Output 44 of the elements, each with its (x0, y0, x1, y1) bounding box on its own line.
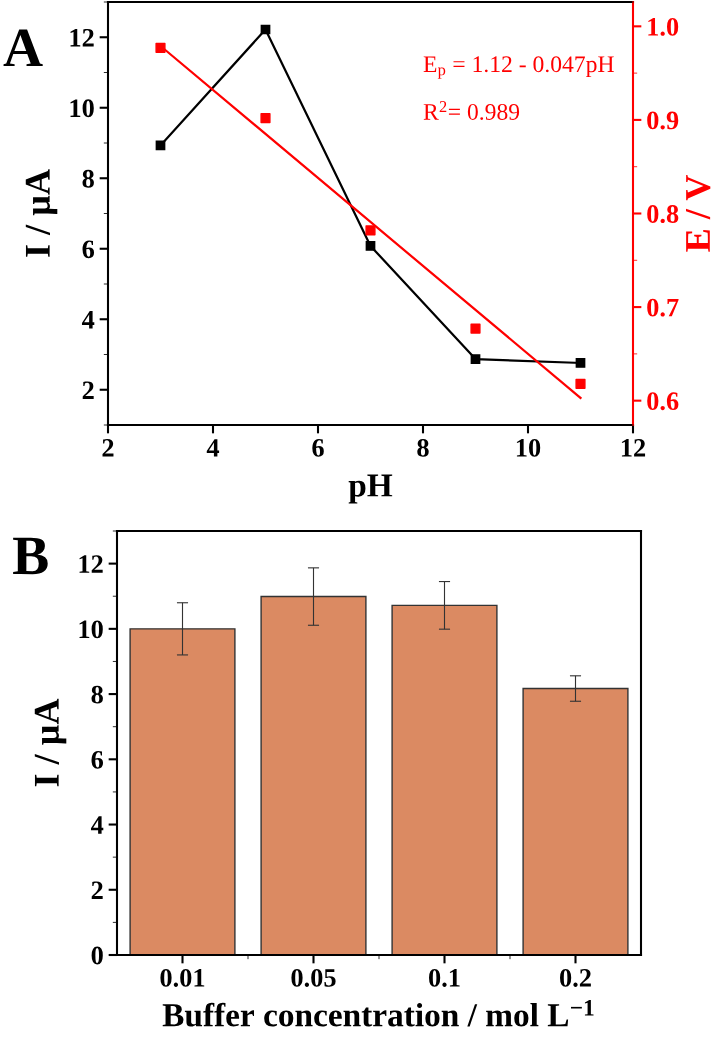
y-tick-label: 10 (70, 99, 94, 118)
x-tick-label: 12 (621, 439, 646, 457)
y-tick-label: 6 (82, 240, 95, 259)
chart-title: B (13, 537, 48, 575)
point (470, 323, 481, 334)
x-tick-label: 0.01 (160, 968, 205, 987)
x-tick-label: 0.1 (429, 968, 460, 987)
point (470, 354, 481, 364)
y2-tick-label: 0.8 (647, 205, 679, 224)
y2-tick-label: 0.9 (647, 111, 679, 130)
y-tick-label: 10 (79, 620, 103, 639)
y-tick-label: 8 (91, 685, 103, 704)
y2-tick-label: 0.7 (647, 298, 679, 317)
point (365, 241, 376, 251)
y-tick-label: 2 (82, 381, 94, 399)
y2-tick-label: 1.0 (648, 17, 679, 36)
y-tick-label: 2 (91, 881, 103, 899)
x-tick-label: 0.2 (560, 968, 591, 987)
y-axis-title: I / µA (25, 169, 58, 257)
y-tick-label: 12 (70, 28, 94, 47)
x-tick-label: 8 (417, 438, 429, 457)
x-axis-title: pH (348, 474, 393, 504)
y-tick-label: 0 (91, 946, 103, 965)
x-tick-label: 6 (312, 439, 324, 457)
y2-tick-label: 0.6 (647, 392, 679, 411)
x-axis-title: Buffer concentration / mol L$^{−1}$ (162, 1000, 594, 1027)
y-tick-label: 4 (81, 311, 95, 329)
y2-axis-title: E / V (686, 175, 711, 252)
y-tick-label: 12 (79, 555, 103, 573)
x-tick-label: 10 (516, 438, 541, 457)
y-tick-label: 8 (82, 169, 94, 188)
point (575, 358, 586, 368)
y-axis-title: I / µA (34, 698, 67, 787)
y-tick-label: 6 (91, 750, 104, 769)
point (575, 378, 586, 389)
point (260, 112, 271, 124)
point (155, 42, 166, 53)
annotation: R$^{2}$= 0.989 (423, 101, 520, 120)
y-tick-label: 4 (90, 816, 104, 834)
point (365, 225, 376, 236)
x-tick-label: 0.05 (291, 968, 336, 987)
annotation: E$_{p}$ = 1.12 - 0.047pH (423, 56, 614, 79)
chart-title: A (3, 29, 43, 67)
x-tick-label: 4 (206, 439, 220, 457)
